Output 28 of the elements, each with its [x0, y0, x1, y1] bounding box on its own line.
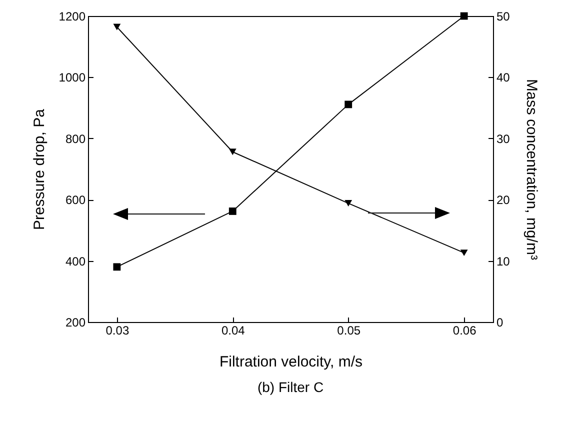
- y2-tick-label: 50: [496, 10, 510, 24]
- y2-tick-label: 20: [496, 193, 510, 208]
- point: [113, 24, 121, 30]
- x-axis-title: Filtration velocity, m/s: [219, 354, 363, 370]
- y2-tick-label: 0: [496, 316, 504, 330]
- x-tick-label: 0.05: [337, 324, 361, 338]
- y-tick-label: 200: [65, 316, 86, 330]
- y2-tick-label: 10: [496, 254, 510, 268]
- y-tick-label: 1200: [58, 10, 86, 24]
- x-tick-label: 0.04: [221, 324, 246, 338]
- point: [113, 263, 121, 271]
- y-tick-label: 600: [65, 193, 86, 208]
- x-tick-label: 0.03: [106, 324, 130, 338]
- y-tick-label: 1000: [58, 70, 86, 85]
- y2-tick-label: 30: [496, 132, 510, 146]
- point: [228, 148, 236, 156]
- point: [460, 12, 468, 20]
- x-tick-label: 0.06: [452, 324, 477, 338]
- point: [460, 250, 468, 256]
- y2-axis-title: Mass concentration, mg/m³: [522, 79, 540, 260]
- point: [344, 100, 352, 108]
- text: (b) Filter C: [257, 379, 324, 395]
- y-tick-label: 800: [65, 132, 86, 146]
- point: [344, 200, 352, 206]
- y2-tick-label: 40: [496, 70, 510, 85]
- y-tick-label: 400: [65, 254, 86, 268]
- point: [228, 208, 236, 215]
- y-axis-title: Pressure drop, Pa: [30, 108, 48, 230]
